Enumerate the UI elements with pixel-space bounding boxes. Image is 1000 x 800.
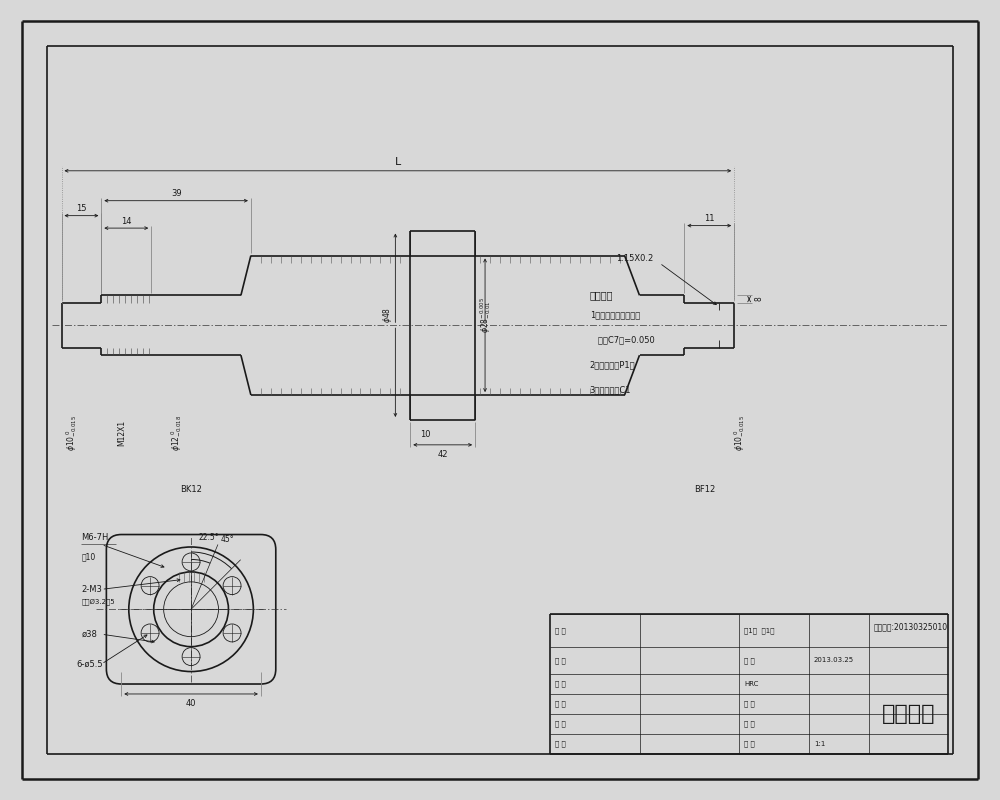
Text: 比 例: 比 例	[744, 741, 755, 747]
Text: 8: 8	[754, 297, 763, 302]
Text: 15: 15	[76, 204, 87, 213]
Text: 名 称: 名 称	[555, 627, 566, 634]
Text: $\phi$10$^{\ 0}_{-0.015}$: $\phi$10$^{\ 0}_{-0.015}$	[64, 415, 79, 451]
Text: 2-M3: 2-M3	[81, 585, 102, 594]
Text: 2、螺母配合P1级: 2、螺母配合P1级	[590, 360, 635, 369]
Text: 2013.03.25: 2013.03.25	[814, 658, 854, 663]
Text: 设 计: 设 计	[555, 741, 566, 747]
Text: $\phi$48: $\phi$48	[381, 307, 394, 323]
Text: 6-ø5.5: 6-ø5.5	[76, 659, 103, 669]
Text: L: L	[395, 157, 401, 167]
Text: 精度C7级=0.050: 精度C7级=0.050	[590, 335, 654, 344]
Text: 滚珠丝杠: 滚珠丝杠	[882, 704, 935, 724]
Text: 重 量: 重 量	[744, 701, 755, 707]
Text: 日 期: 日 期	[744, 657, 755, 664]
Text: 1:1: 1:1	[814, 741, 825, 747]
Text: 深10: 深10	[81, 552, 96, 561]
Text: 42: 42	[437, 450, 448, 459]
Text: $\phi$28$^{-0.005}_{-0.01}$: $\phi$28$^{-0.005}_{-0.01}$	[478, 298, 493, 334]
Text: 1.15X0.2: 1.15X0.2	[616, 254, 653, 263]
Text: 图纸编号:20130325010: 图纸编号:20130325010	[874, 622, 948, 631]
Text: 11: 11	[704, 214, 715, 223]
Text: 批 准: 批 准	[555, 681, 566, 687]
Text: 客 户: 客 户	[555, 657, 566, 664]
Text: 沉忓Ø3.2深5: 沉忓Ø3.2深5	[81, 598, 115, 605]
Text: 14: 14	[121, 217, 132, 226]
Text: 核 对: 核 对	[555, 721, 566, 727]
Text: HRC: HRC	[744, 681, 759, 687]
Text: 审 核: 审 核	[555, 701, 566, 707]
Text: 1、台湾进口滚珠丝杠: 1、台湾进口滚珠丝杠	[590, 310, 640, 319]
Text: ø38: ø38	[81, 630, 97, 638]
Text: 3、未注倒角C1: 3、未注倒角C1	[590, 385, 631, 394]
Text: BK12: BK12	[180, 485, 202, 494]
Text: 第1页  共1页: 第1页 共1页	[744, 627, 775, 634]
Text: 材 料: 材 料	[744, 721, 755, 727]
Text: BF12: BF12	[694, 485, 715, 494]
Text: 技术要求: 技术要求	[590, 290, 613, 300]
Text: 39: 39	[171, 190, 181, 198]
Text: $\phi$12$^{\ 0}_{-0.018}$: $\phi$12$^{\ 0}_{-0.018}$	[169, 415, 184, 451]
Text: M12X1: M12X1	[117, 420, 126, 446]
Text: $\phi$10$^{\ 0}_{-0.015}$: $\phi$10$^{\ 0}_{-0.015}$	[732, 415, 747, 451]
Text: 10: 10	[420, 430, 431, 439]
Text: 40: 40	[186, 699, 196, 708]
Text: 22.5°: 22.5°	[199, 533, 219, 542]
Text: M6-7H: M6-7H	[81, 533, 109, 542]
Text: 45°: 45°	[221, 535, 235, 545]
